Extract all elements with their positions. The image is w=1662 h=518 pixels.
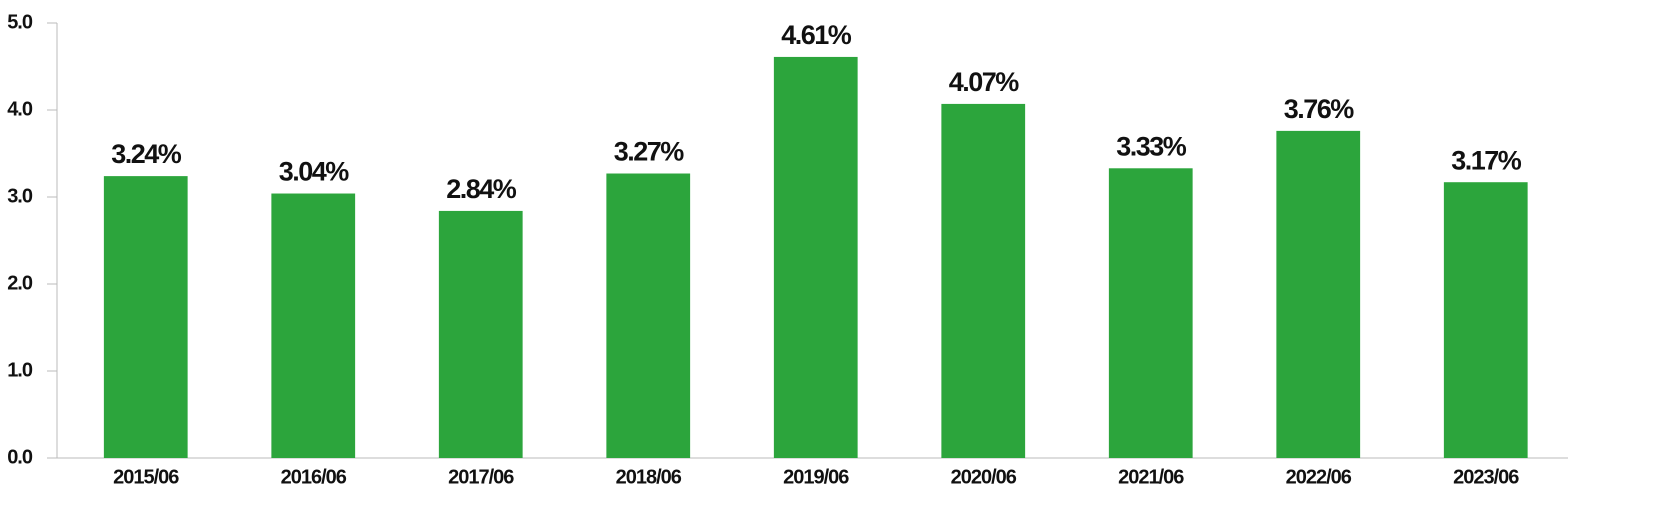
value-label: 3.04%	[279, 157, 350, 187]
y-tick-label: 0.0	[7, 446, 33, 468]
bar	[271, 193, 356, 458]
y-tick-label: 3.0	[7, 185, 33, 207]
y-tick-label: 4.0	[7, 98, 33, 120]
x-tick-label: 2018/06	[616, 466, 682, 488]
bar	[1443, 182, 1528, 458]
bar	[1108, 168, 1193, 459]
x-tick-label: 2016/06	[281, 466, 347, 488]
value-label: 3.76%	[1284, 94, 1355, 124]
value-label: 3.27%	[614, 137, 685, 167]
x-tick-label: 2021/06	[1118, 466, 1184, 488]
x-tick-label: 2015/06	[113, 466, 179, 488]
bar	[103, 176, 188, 458]
x-tick-label: 2019/06	[783, 466, 849, 488]
y-tick-label: 2.0	[7, 272, 33, 294]
x-tick-label: 2022/06	[1286, 466, 1352, 488]
value-label: 3.33%	[1116, 131, 1187, 161]
value-label: 4.07%	[949, 67, 1020, 97]
value-label: 3.24%	[111, 139, 182, 169]
x-tick-label: 2017/06	[448, 466, 514, 488]
value-label: 2.84%	[446, 174, 517, 204]
bar	[1276, 130, 1361, 458]
bar	[773, 56, 858, 459]
value-label: 3.17%	[1451, 145, 1522, 175]
y-tick-label: 5.0	[7, 11, 33, 33]
x-tick-label: 2020/06	[951, 466, 1017, 488]
bar	[941, 103, 1026, 458]
value-label: 4.61%	[781, 20, 852, 50]
bar	[606, 173, 691, 458]
bar	[438, 210, 523, 458]
y-tick-label: 1.0	[7, 359, 33, 381]
x-tick-label: 2023/06	[1453, 466, 1519, 488]
